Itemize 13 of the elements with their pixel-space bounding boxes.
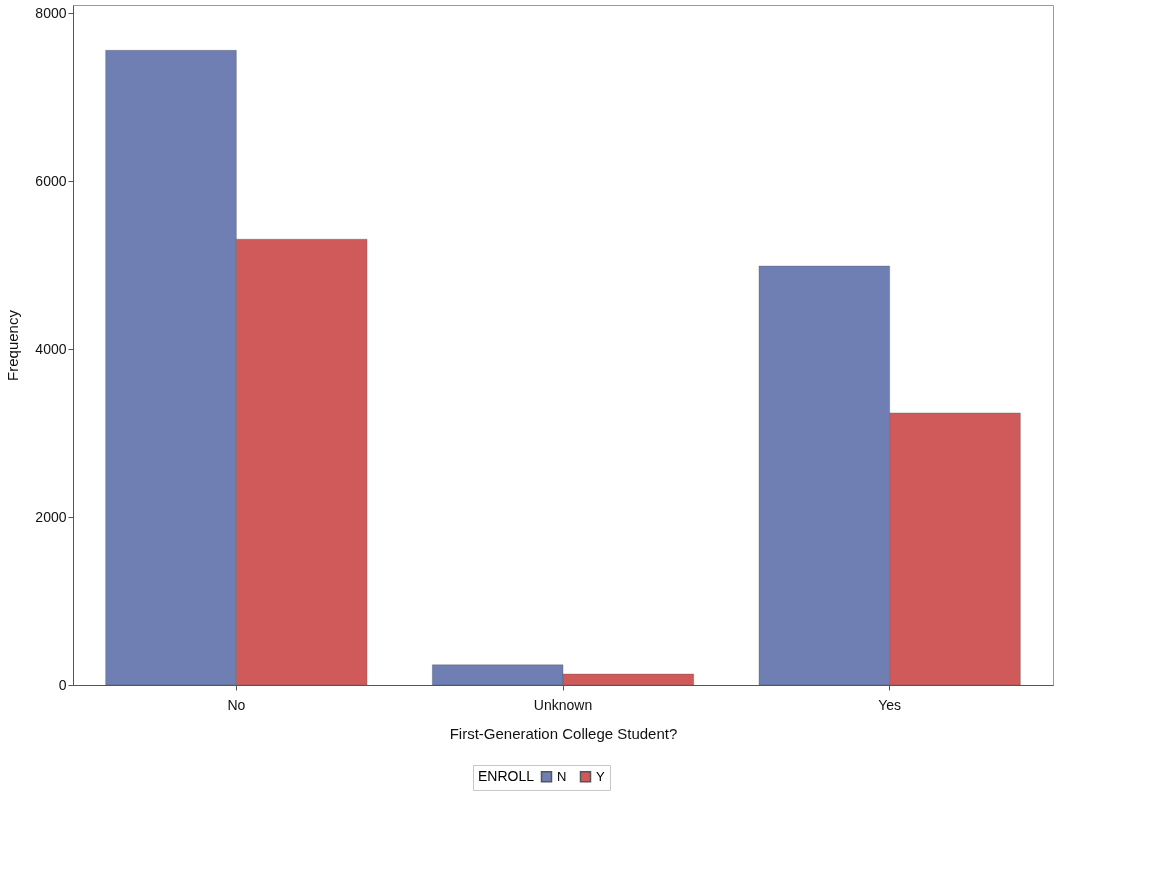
x-tick-label: No	[227, 696, 246, 713]
x-axis-title: First-Generation College Student?	[449, 724, 678, 742]
y-tick-label: 0	[58, 676, 67, 693]
y-tick-label: 8000	[35, 4, 67, 21]
x-tick-label: Unknown	[533, 696, 593, 713]
y-tick-label: 6000	[35, 172, 67, 189]
x-tick-label: Yes	[878, 696, 902, 713]
y-axis-title: Frequency	[4, 309, 22, 381]
y-tick-label: 2000	[35, 508, 67, 525]
legend-title: ENROLL	[478, 768, 535, 784]
legend-label: N	[557, 768, 567, 784]
legend-label: Y	[596, 768, 605, 784]
y-tick-label: 4000	[35, 340, 67, 357]
